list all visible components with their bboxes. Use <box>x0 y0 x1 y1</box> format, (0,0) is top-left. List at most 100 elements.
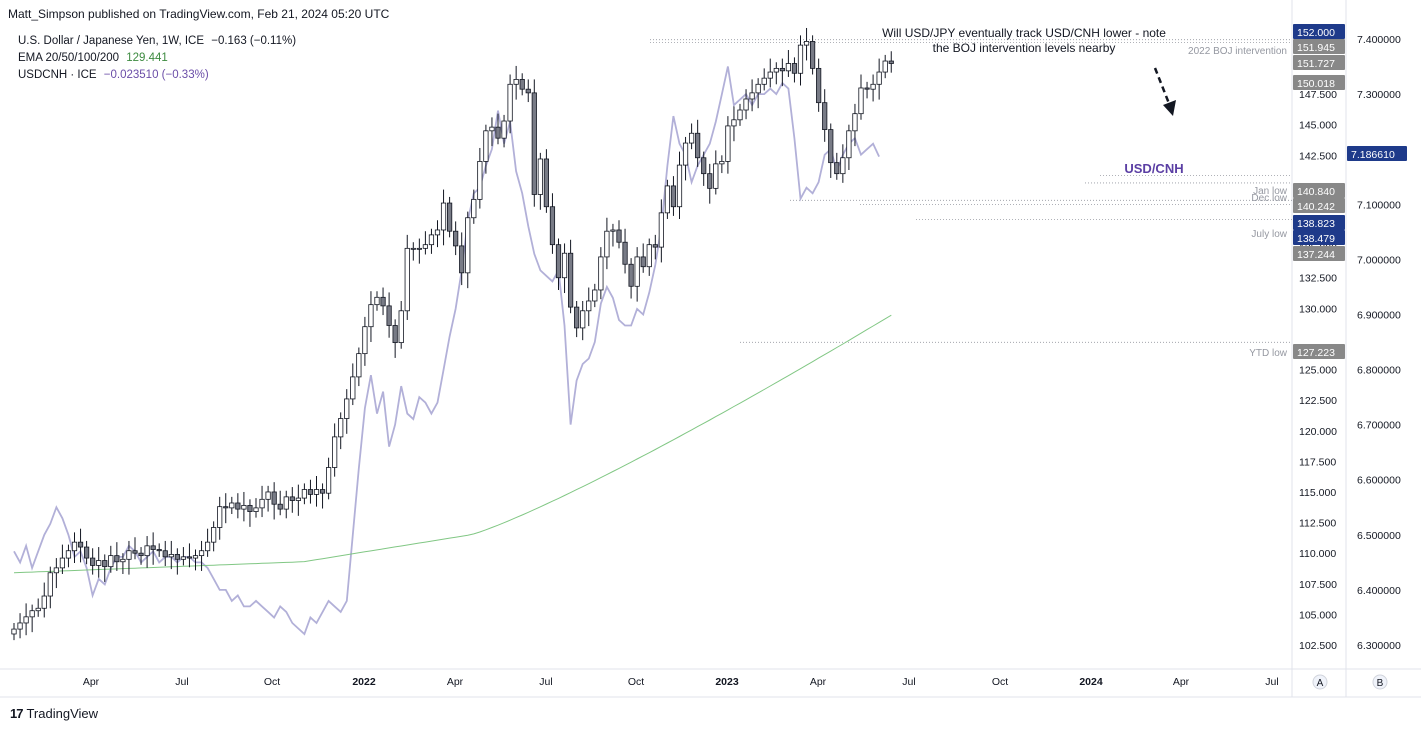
candle-body <box>604 230 610 258</box>
candle-body <box>858 87 864 115</box>
candle-body <box>307 489 314 495</box>
candle-body <box>344 398 350 419</box>
candle-body <box>537 158 543 195</box>
candle-body <box>132 550 138 554</box>
candle-body <box>29 610 35 618</box>
candle-body <box>186 556 193 559</box>
candle-body <box>211 527 217 543</box>
candle-body <box>265 491 271 500</box>
tradingview-brand-label: TradingView <box>26 706 99 721</box>
legend-ema[interactable]: EMA 20/50/100/200 129.441 <box>18 52 168 64</box>
candle-body <box>446 202 453 232</box>
candle-body <box>477 161 483 200</box>
candle-body <box>11 628 17 635</box>
y-tick-label: 102.500 <box>1299 640 1337 652</box>
legend-overlay-change: −0.023510 (−0.33%) <box>103 69 209 81</box>
candle-body <box>531 92 537 195</box>
candle-body <box>634 256 640 287</box>
y-tick-label-right: 6.900000 <box>1357 309 1401 321</box>
candle-body <box>846 130 852 159</box>
price-tags: 152.000 151.945 151.727 150.018 140.840 140.2… <box>1293 24 1407 359</box>
candle-body <box>797 44 804 74</box>
price-tag: 150.018 <box>1293 75 1345 90</box>
x-tick-label: 2023 <box>715 676 739 688</box>
candle-body <box>241 505 247 510</box>
candle-body <box>864 87 870 90</box>
candle-body <box>719 161 725 165</box>
tradingview-logo-icon: 17 <box>10 706 24 721</box>
candle-body <box>368 304 374 328</box>
candle-body <box>410 247 416 250</box>
candle-body <box>888 60 894 64</box>
candle-body <box>325 467 332 494</box>
time-axis[interactable]: Apr Jul Oct 2022 Apr Jul Oct 2023 Apr Jul Oct 2024 A… <box>83 676 1279 688</box>
candle-body <box>755 83 761 94</box>
candle-body <box>840 157 846 175</box>
tradingview-logo[interactable]: 17 TradingView <box>10 706 98 721</box>
legend-overlay[interactable]: USDCNH · ICE −0.023510 (−0.33%) <box>18 69 209 81</box>
candle-body <box>108 555 114 568</box>
x-tick-label: Oct <box>264 676 280 688</box>
candle-body <box>356 353 362 378</box>
candle-body <box>773 67 779 73</box>
candle-body <box>428 234 435 246</box>
candle-body <box>876 71 882 85</box>
price-tag-label: 152.000 <box>1297 27 1335 39</box>
candle-body <box>707 173 713 189</box>
jan-low-label: Jan low <box>1253 186 1288 197</box>
scale-button-b[interactable]: B <box>1372 674 1388 690</box>
price-tag-label: 151.945 <box>1297 42 1335 54</box>
candle-body <box>283 496 289 510</box>
y-tick-label: 122.500 <box>1299 395 1337 407</box>
y-tick-label-right: 6.400000 <box>1357 585 1401 597</box>
boj-intervention-label: 2022 BOJ intervention <box>1188 46 1287 57</box>
candle-body <box>84 546 90 559</box>
legend-ema-name: EMA 20/50/100/200 <box>18 52 120 64</box>
candle-body <box>198 550 205 557</box>
scale-button-a[interactable]: A <box>1312 674 1328 690</box>
candle-body <box>882 60 888 73</box>
legend-main[interactable]: U.S. Dollar / Japanese Yen, 1W, ICE −0.1… <box>18 35 296 47</box>
candle-body <box>41 595 47 609</box>
y-tick-label-right: 7.300000 <box>1357 89 1401 101</box>
candle-body <box>168 554 174 558</box>
y-tick-label-right: 6.300000 <box>1357 640 1401 652</box>
candle-body <box>561 252 568 279</box>
candle-body <box>465 217 471 274</box>
usdcnh-label: USD/CNH <box>1124 161 1183 176</box>
candle-body <box>616 229 622 243</box>
y-tick-label: 147.500 <box>1299 89 1337 101</box>
candle-body <box>398 310 404 344</box>
candle-body <box>313 489 320 495</box>
candle-body <box>810 41 816 69</box>
candle-body <box>568 252 574 308</box>
candle-body <box>229 502 235 509</box>
legend-main-name: U.S. Dollar / Japanese Yen, 1W, ICE <box>18 35 205 47</box>
candle-body <box>670 185 677 208</box>
price-tag-label: 138.823 <box>1297 218 1335 230</box>
y-tick-label: 110.000 <box>1299 548 1336 560</box>
price-tag-label: 140.242 <box>1297 201 1335 213</box>
candle-body <box>519 79 525 90</box>
price-tag: 127.223 <box>1293 344 1345 359</box>
price-tag-label: 137.244 <box>1297 249 1335 261</box>
candle-body <box>731 119 737 127</box>
july-low-label: July low <box>1251 229 1287 240</box>
y-tick-label-right: 7.400000 <box>1357 34 1401 46</box>
price-axis-usdjpy[interactable]: 147.500145.000142.500135.000132.500130.0… <box>1299 89 1337 652</box>
callout-line-2: the BOJ intervention levels nearby <box>933 41 1116 55</box>
candle-body <box>174 554 180 560</box>
y-tick-label-right: 6.600000 <box>1357 475 1401 487</box>
y-tick-label: 117.500 <box>1299 456 1336 468</box>
candle-body <box>513 79 519 85</box>
candle-body <box>90 557 96 566</box>
usdcnh-series <box>13 66 880 636</box>
x-tick-label: Oct <box>628 676 644 688</box>
price-tag: 140.242 <box>1293 198 1345 213</box>
candle-body <box>416 247 422 250</box>
candle-body <box>204 541 211 552</box>
ytd-low-label: YTD low <box>1249 348 1288 359</box>
candle-body <box>834 162 840 175</box>
price-axis-usdcnh[interactable]: 7.4000007.3000007.2000007.1000007.000000… <box>1357 34 1401 652</box>
